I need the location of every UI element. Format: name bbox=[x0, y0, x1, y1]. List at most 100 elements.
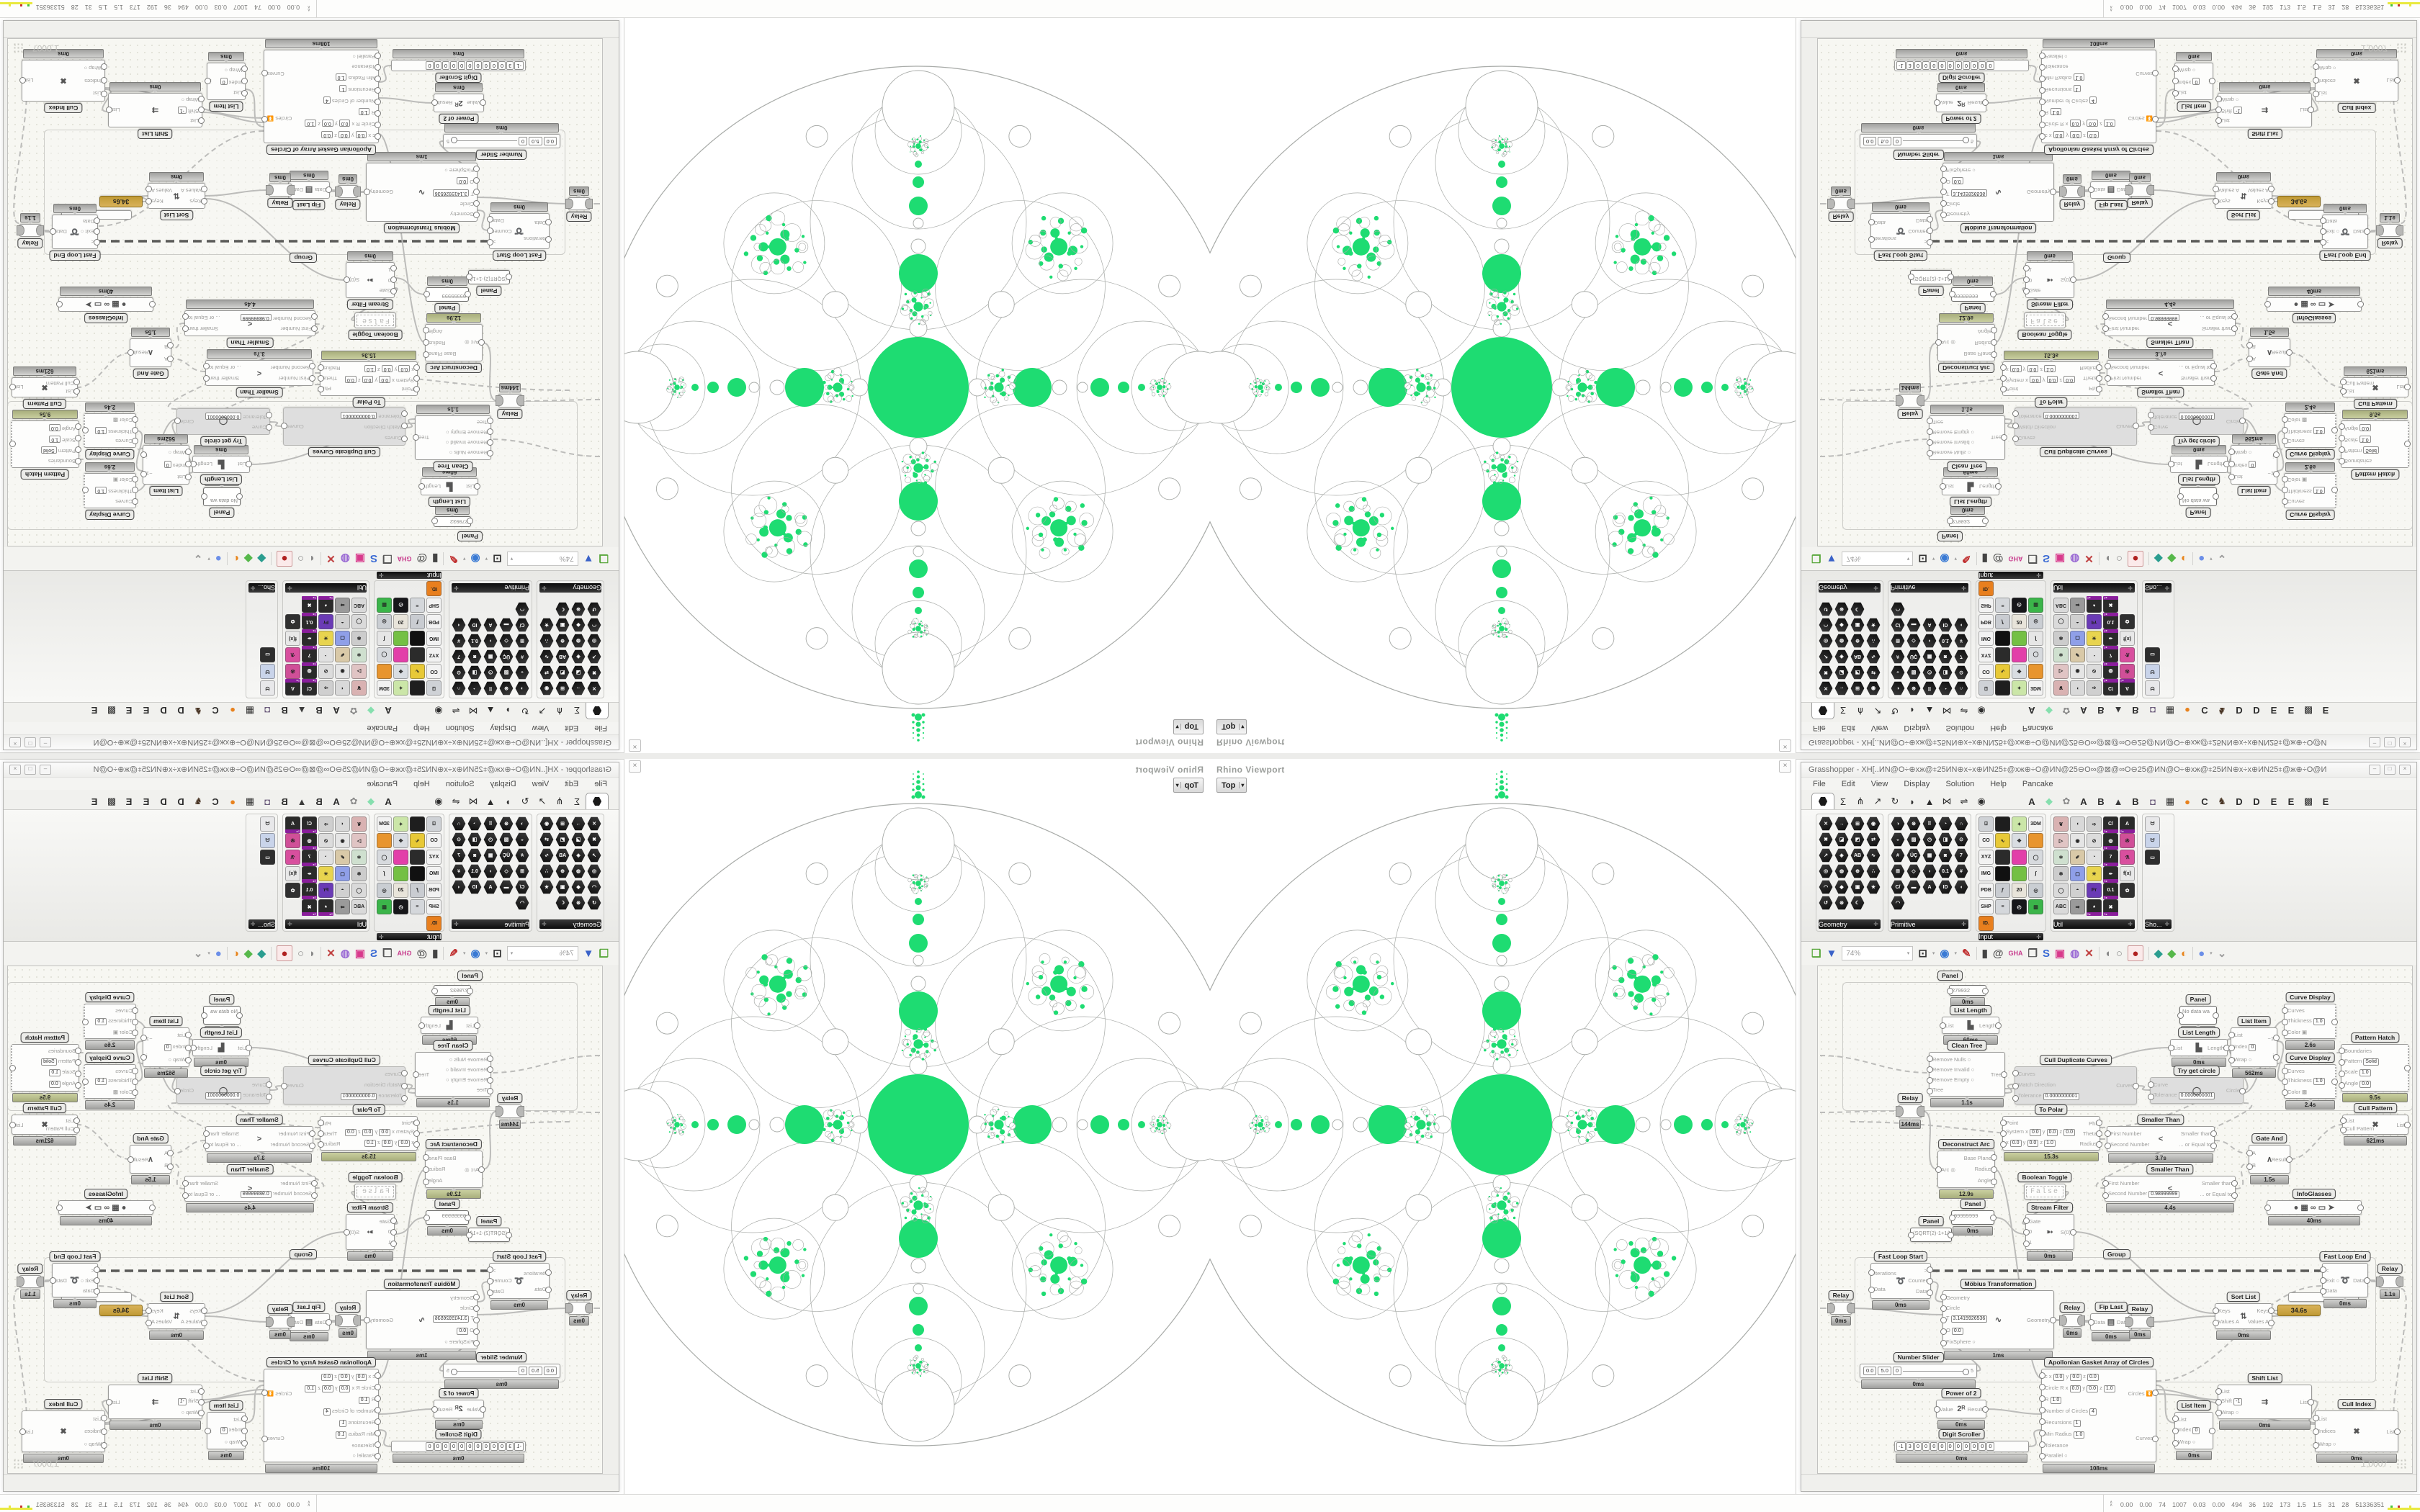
node-clean-tree[interactable]: Clean Tree Remove Nulls ○ Remove Invalid ○… bbox=[413, 405, 493, 472]
zoom-select[interactable]: 74% ▾ bbox=[506, 552, 578, 566]
node-body[interactable] bbox=[2059, 1314, 2085, 1327]
output-port[interactable] bbox=[1927, 228, 1933, 234]
ribbon-icon[interactable]: ◯ bbox=[2028, 647, 2043, 662]
node-body[interactable]: Boundaries Pattern Solid Scale 1.0 Angle 0.… bbox=[2339, 420, 2411, 468]
input-port[interactable] bbox=[75, 458, 81, 464]
input-port[interactable] bbox=[375, 122, 381, 128]
node-apollonian-gasket-array-of-circles[interactable]: Apollonian Gasket Array of Circles c x 0.… bbox=[261, 1357, 381, 1473]
ribbon-icon[interactable]: ◴ bbox=[2012, 598, 2027, 613]
output-port[interactable] bbox=[2152, 116, 2159, 122]
node-number-slider[interactable]: Number Slider 0.0 5.0 0 5 0ms bbox=[443, 123, 560, 160]
tab-▲[interactable]: ▲ bbox=[1924, 796, 1935, 807]
ribbon-icon[interactable]: ◍ bbox=[1834, 864, 1849, 878]
input-port[interactable] bbox=[266, 411, 272, 418]
ribbon-icon[interactable]: ◈ bbox=[1834, 649, 1849, 664]
menu-edit[interactable]: Edit bbox=[1841, 779, 1855, 788]
input-port[interactable] bbox=[167, 356, 174, 363]
input-port[interactable] bbox=[413, 364, 420, 371]
ribbon-icon[interactable] bbox=[410, 866, 425, 881]
input-port[interactable] bbox=[2228, 1031, 2235, 1038]
ribbon-icon[interactable]: ▭ bbox=[2145, 647, 2160, 662]
toolbar-icon[interactable]: ✕ bbox=[2084, 552, 2094, 565]
ribbon-icon[interactable]: ▢ bbox=[2070, 866, 2085, 881]
ribbon-icon[interactable]: ◠ bbox=[1819, 618, 1833, 632]
ribbon-icon[interactable]: ⊙ bbox=[452, 665, 466, 680]
output-port[interactable] bbox=[106, 1399, 112, 1405]
ribbon-icon[interactable]: ☀ bbox=[2087, 866, 2102, 881]
node-apollonian-gasket-array-of-circles[interactable]: Apollonian Gasket Array of Circles c x 0.… bbox=[2039, 1357, 2159, 1473]
output-port[interactable] bbox=[2239, 1087, 2246, 1094]
minimize-button[interactable]: – bbox=[40, 737, 51, 747]
node-cull-pattern[interactable]: Cull Pattern List Cull Pattern List ✖ 621ms bbox=[2340, 1103, 2411, 1146]
ribbon-icon[interactable]: ◇ bbox=[499, 634, 514, 648]
input-port[interactable] bbox=[375, 87, 381, 94]
tab-◘[interactable]: ◘ bbox=[2150, 705, 2156, 716]
output-port[interactable] bbox=[2357, 301, 2364, 307]
input-port[interactable] bbox=[101, 63, 107, 71]
tab-●[interactable]: ● bbox=[230, 705, 236, 716]
node-body[interactable]: First Number Second Number Smaller than...… bbox=[2105, 360, 2217, 386]
node-relay[interactable]: Relay 0ms bbox=[2125, 173, 2154, 208]
ribbon-icon[interactable]: ▭ bbox=[260, 850, 275, 865]
input-port[interactable] bbox=[2282, 1089, 2288, 1097]
input-port[interactable] bbox=[201, 198, 207, 205]
node-body[interactable]: Geometry Circle T 3.1415926536 O 0.0 FixSphe… bbox=[1940, 1290, 2056, 1349]
input-port[interactable] bbox=[2177, 1012, 2184, 1019]
node-cull-duplicate-curves[interactable]: Cull Duplicate Curves Curves Match Directi… bbox=[2012, 408, 2139, 457]
toolbar-icon[interactable]: ✕ bbox=[2084, 947, 2094, 960]
node-body[interactable]: Arc ◎ Base Plane Radius Angle bbox=[1935, 324, 1997, 361]
node-body[interactable]: Curve Tolerance 0.0000000001 Circle ◯ bbox=[174, 408, 272, 435]
input-port[interactable] bbox=[2339, 458, 2345, 464]
node-body[interactable]: Curves Thickness 1.0 Color ▣ bbox=[82, 1004, 138, 1039]
node-gold[interactable]: 34.6s bbox=[99, 196, 143, 207]
tab-e[interactable]: E bbox=[2287, 705, 2295, 716]
output-port[interactable] bbox=[205, 78, 211, 84]
menu-view[interactable]: View bbox=[532, 724, 550, 733]
zoom-select[interactable]: 74% ▾ bbox=[1842, 552, 1914, 566]
maximize-button[interactable]: □ bbox=[24, 765, 36, 775]
toolbar-icon[interactable]: ◍ bbox=[340, 947, 350, 960]
input-port[interactable] bbox=[1908, 274, 1914, 280]
input-port[interactable] bbox=[375, 1453, 381, 1459]
input-port[interactable] bbox=[390, 265, 397, 271]
node-body[interactable]: Remove Nulls ○ Remove Invalid ○ Remove Emp… bbox=[1927, 1052, 2007, 1097]
ribbon-icon[interactable]: ÜÇ bbox=[499, 649, 514, 664]
ribbon-icon[interactable]: ▥ bbox=[377, 899, 392, 914]
output-port[interactable] bbox=[2096, 386, 2102, 393]
ribbon-icon[interactable]: ABC bbox=[2053, 899, 2069, 914]
input-port[interactable] bbox=[311, 1192, 318, 1199]
toolbar-icon[interactable]: ◆ bbox=[243, 947, 253, 960]
output-port[interactable] bbox=[2308, 107, 2314, 113]
input-port[interactable] bbox=[2313, 1415, 2319, 1422]
output-port[interactable] bbox=[424, 291, 430, 297]
tab-d[interactable]: D bbox=[2253, 705, 2260, 716]
node-curve-display[interactable]: Curve Display Curves Thickness 1.0 Color ▣ 2… bbox=[82, 462, 138, 520]
node-body[interactable]: c x 0.0 y 0.0 z 0.0 Circle R x 0.0 y 0.0 … bbox=[261, 1369, 381, 1462]
toolbar-icon[interactable]: ▮ bbox=[432, 947, 439, 960]
node-sort-list[interactable]: Sort List Keys Values A Keys Values A ⇅ 0ms bbox=[2213, 1292, 2275, 1340]
ribbon-icon[interactable]: ◓ bbox=[335, 614, 350, 629]
ribbon-icon[interactable]: ◗ bbox=[1922, 864, 1937, 878]
output-port[interactable] bbox=[2210, 363, 2217, 370]
node-digit-scroller[interactable]: Digit Scroller -1 3 0 0 0 0 0 0 0 0 0 0 0ms bbox=[1894, 49, 2029, 83]
input-port[interactable] bbox=[2320, 1277, 2326, 1284]
node-panel[interactable]: 279932 0ms bbox=[431, 985, 473, 1007]
ribbon-icon[interactable]: 20 bbox=[393, 614, 408, 629]
ribbon-icon[interactable]: ◎ bbox=[377, 614, 392, 629]
input-port[interactable] bbox=[198, 1387, 205, 1395]
tab-params[interactable] bbox=[1811, 793, 1834, 809]
toolbar-icon[interactable]: ◆ bbox=[2167, 552, 2177, 565]
ribbon-icon[interactable]: ◨ bbox=[467, 832, 482, 847]
ribbon-icon[interactable]: # bbox=[452, 634, 466, 648]
node-body[interactable]: First Number Second Number 0.98999999 Smal… bbox=[2102, 310, 2238, 336]
output-port[interactable] bbox=[19, 77, 26, 84]
ribbon-icon[interactable]: # bbox=[1891, 649, 1905, 664]
node-power-of-2[interactable]: Power of 2 Value Result 2ᴿ 0ms bbox=[1934, 1388, 1989, 1429]
output-port[interactable] bbox=[318, 1130, 324, 1137]
toolbar-icon[interactable]: ◐ bbox=[2181, 947, 2188, 960]
ribbon-icon[interactable]: ID bbox=[1938, 880, 1953, 894]
node-deconstruct-arc[interactable]: Deconstruct Arc Arc ◎ Base Plane Radius Angl… bbox=[423, 313, 485, 373]
